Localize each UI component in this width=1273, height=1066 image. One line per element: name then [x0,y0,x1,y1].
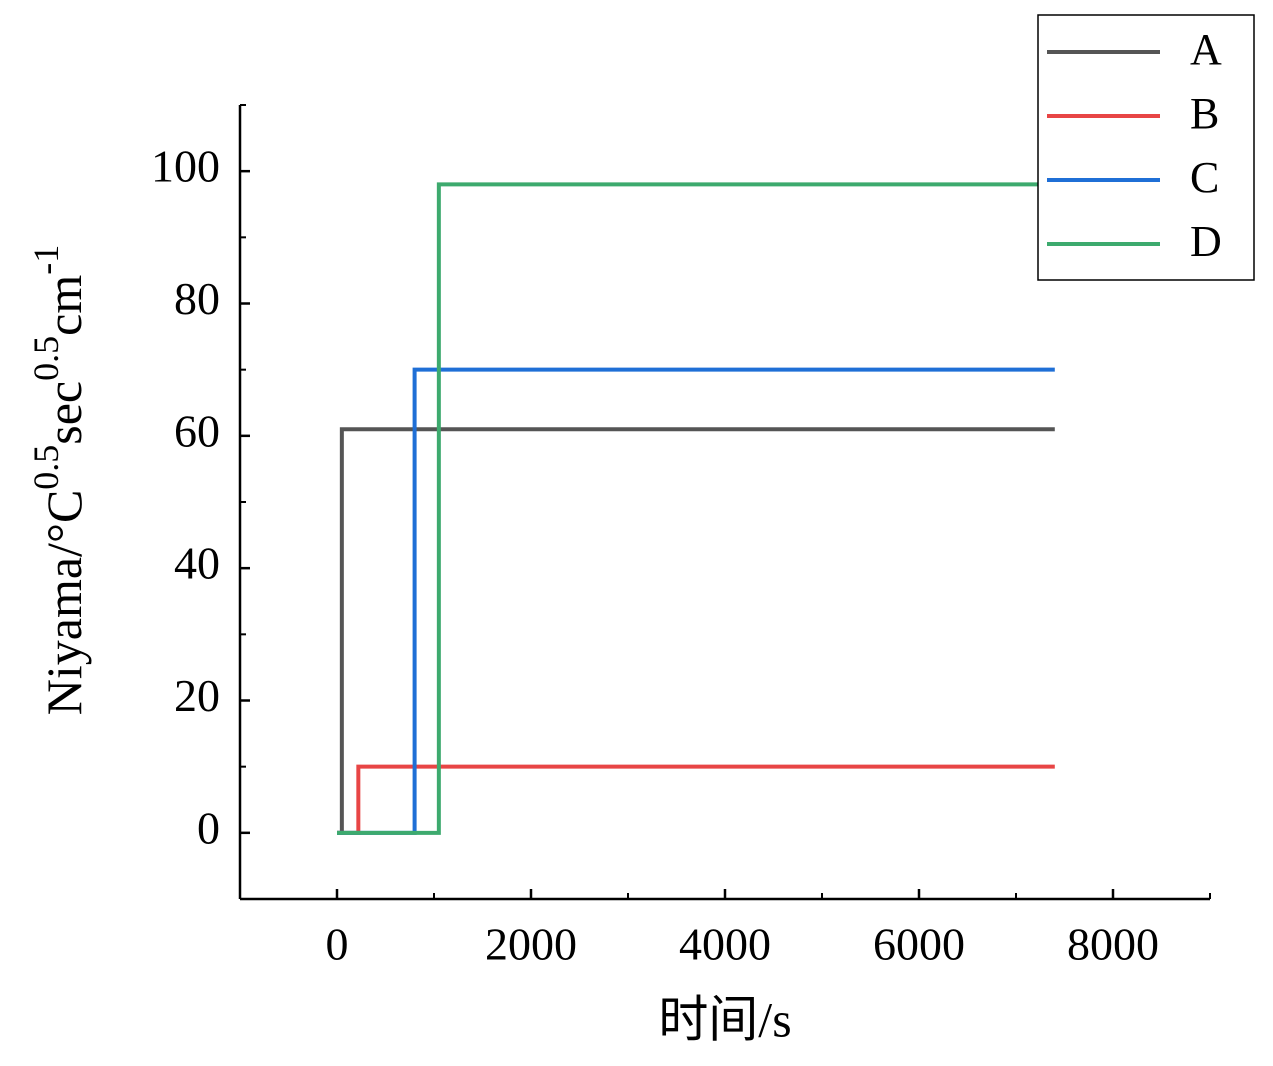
legend-label: C [1190,153,1219,202]
y-label-superscript: 0.5 [26,336,66,381]
x-tick-label: 0 [326,919,349,970]
y-tick-label: 0 [197,802,220,853]
x-tick-label: 2000 [485,919,577,970]
y-label-superscript: 0.5 [26,445,66,490]
series-line [337,764,1055,835]
y-axis-label: Niyama/°C0.5sec0.5cm-1 [26,245,92,715]
x-tick-label: 6000 [873,919,965,970]
y-tick-label: 20 [174,670,220,721]
x-tick-label: 4000 [679,919,771,970]
legend-label: A [1190,25,1222,74]
legend-box [1037,14,1255,281]
series-line [337,427,1055,835]
y-tick-label: 80 [174,273,220,324]
x-axis-label: 时间/s [658,991,791,1047]
y-label-part: Niyama/°C [36,490,92,716]
y-tick-label: 40 [174,538,220,589]
series-line [337,367,1055,835]
y-label-part: sec [36,381,92,445]
y-label-part: cm [36,275,92,336]
series-line [337,182,1055,835]
y-tick-label: 60 [174,405,220,456]
y-tick-label: 100 [151,141,220,192]
y-label-superscript: -1 [26,245,66,275]
legend-label: B [1190,89,1219,138]
x-tick-label: 8000 [1067,919,1159,970]
legend-label: D [1190,217,1222,266]
